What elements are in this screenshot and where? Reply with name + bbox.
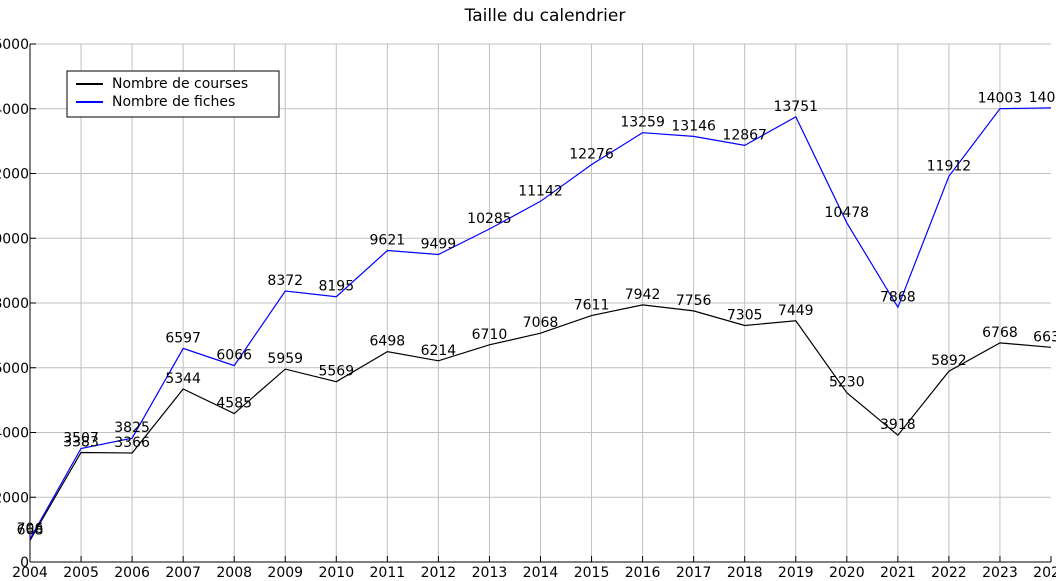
y-tick-label: 10000 (0, 231, 29, 247)
data-label-fiches: 10285 (467, 211, 512, 227)
data-label-fiches: 3825 (114, 420, 150, 436)
data-label-fiches: 14029 (1029, 90, 1056, 106)
data-label-courses: 668 (17, 522, 44, 538)
x-tick-label: 2023 (982, 565, 1018, 581)
x-tick-label: 2005 (63, 565, 99, 581)
data-label-fiches: 706 (17, 521, 44, 537)
y-tick-label: 4000 (0, 426, 29, 442)
data-label-fiches: 14003 (978, 91, 1023, 107)
data-label-courses: 7305 (727, 308, 763, 324)
data-label-fiches: 10478 (825, 205, 870, 221)
x-tick-label: 2020 (829, 565, 865, 581)
data-label-courses: 7068 (523, 315, 559, 331)
data-label-courses: 6498 (370, 334, 406, 350)
data-label-courses: 7756 (676, 293, 712, 309)
y-tick-label: 0 (20, 555, 29, 571)
legend-box (66, 70, 280, 118)
data-label-fiches: 3507 (63, 430, 99, 446)
x-tick-label: 2011 (370, 565, 406, 581)
x-tick-label: 2012 (421, 565, 457, 581)
data-label-courses: 3366 (114, 435, 150, 451)
data-label-fiches: 9621 (370, 233, 406, 249)
data-label-fiches: 13259 (620, 115, 665, 131)
data-label-courses: 4585 (216, 396, 252, 412)
legend-label-fiches: Nombre de fiches (112, 94, 235, 110)
legend-label-courses: Nombre de courses (112, 76, 248, 92)
series-lines (29, 107, 1052, 541)
x-tick-label: 2006 (114, 565, 150, 581)
axes: 0 2000 4000 6000 8000 10000 12000 14000 16000 200… (0, 37, 1056, 581)
x-tick-label: 2019 (778, 565, 814, 581)
data-label-courses: 5892 (931, 353, 967, 369)
x-tick-label: 2008 (216, 565, 252, 581)
data-label-courses: 6214 (421, 343, 457, 359)
data-label-fiches: 13146 (671, 118, 716, 134)
x-tick-label: 2013 (472, 565, 508, 581)
x-tick-label: 2022 (931, 565, 967, 581)
x-tick-label: 2010 (318, 565, 354, 581)
x-tick-label: 2018 (727, 565, 763, 581)
y-tick-label: 6000 (0, 361, 29, 377)
x-tick-label: 2016 (625, 565, 661, 581)
data-label-courses: 6768 (982, 325, 1018, 341)
data-label-courses: 7942 (625, 287, 661, 303)
x-tick-label: 2021 (880, 565, 916, 581)
data-label-courses: 3918 (880, 417, 916, 433)
legend: Nombre de courses Nombre de fiches (66, 70, 280, 118)
y-tick-label: 16000 (0, 37, 29, 53)
series-line-fiches (29, 107, 1052, 540)
series-line-courses (29, 304, 1052, 541)
data-label-courses: 5344 (165, 371, 201, 387)
data-label-fiches: 8195 (318, 279, 354, 295)
y-tick-label: 12000 (0, 167, 29, 183)
data-labels: 668 3383 3366 5344 4585 5959 5569 6498 6214 6710 7… (17, 90, 1056, 539)
y-tick-label: 14000 (0, 102, 29, 118)
data-label-courses: 7449 (778, 303, 814, 319)
data-label-courses: 5230 (829, 375, 865, 391)
data-label-fiches: 11912 (927, 158, 972, 174)
data-label-courses: 3383 (63, 434, 99, 450)
x-tick-label: 2007 (165, 565, 201, 581)
x-tick-label: 2017 (676, 565, 712, 581)
data-label-fiches: 12867 (722, 127, 767, 143)
y-tick-label: 2000 (0, 490, 29, 506)
x-tick-label: 2009 (267, 565, 303, 581)
data-label-fiches: 13751 (773, 99, 818, 115)
data-label-fiches: 6066 (216, 348, 252, 364)
chart-title: Taille du calendrier (464, 6, 626, 26)
data-label-fiches: 11142 (518, 183, 563, 199)
x-tick-label: 2024 (1033, 565, 1056, 581)
x-tick-label: 2015 (574, 565, 610, 581)
data-label-fiches: 7868 (880, 289, 916, 305)
grid-lines (30, 43, 1051, 562)
x-tick-label: 2004 (12, 565, 48, 581)
data-label-courses: 7611 (574, 298, 610, 314)
y-tick-label: 8000 (0, 296, 29, 312)
x-tick-label: 2014 (523, 565, 559, 581)
data-label-courses: 6710 (472, 327, 508, 343)
data-label-courses: 6631 (1033, 329, 1056, 345)
data-label-courses: 5959 (267, 351, 303, 367)
data-label-fiches: 9499 (421, 236, 457, 252)
data-label-fiches: 12276 (569, 147, 614, 163)
data-label-courses: 5569 (318, 364, 354, 380)
data-label-fiches: 6597 (165, 330, 201, 346)
data-label-fiches: 8372 (267, 273, 303, 289)
